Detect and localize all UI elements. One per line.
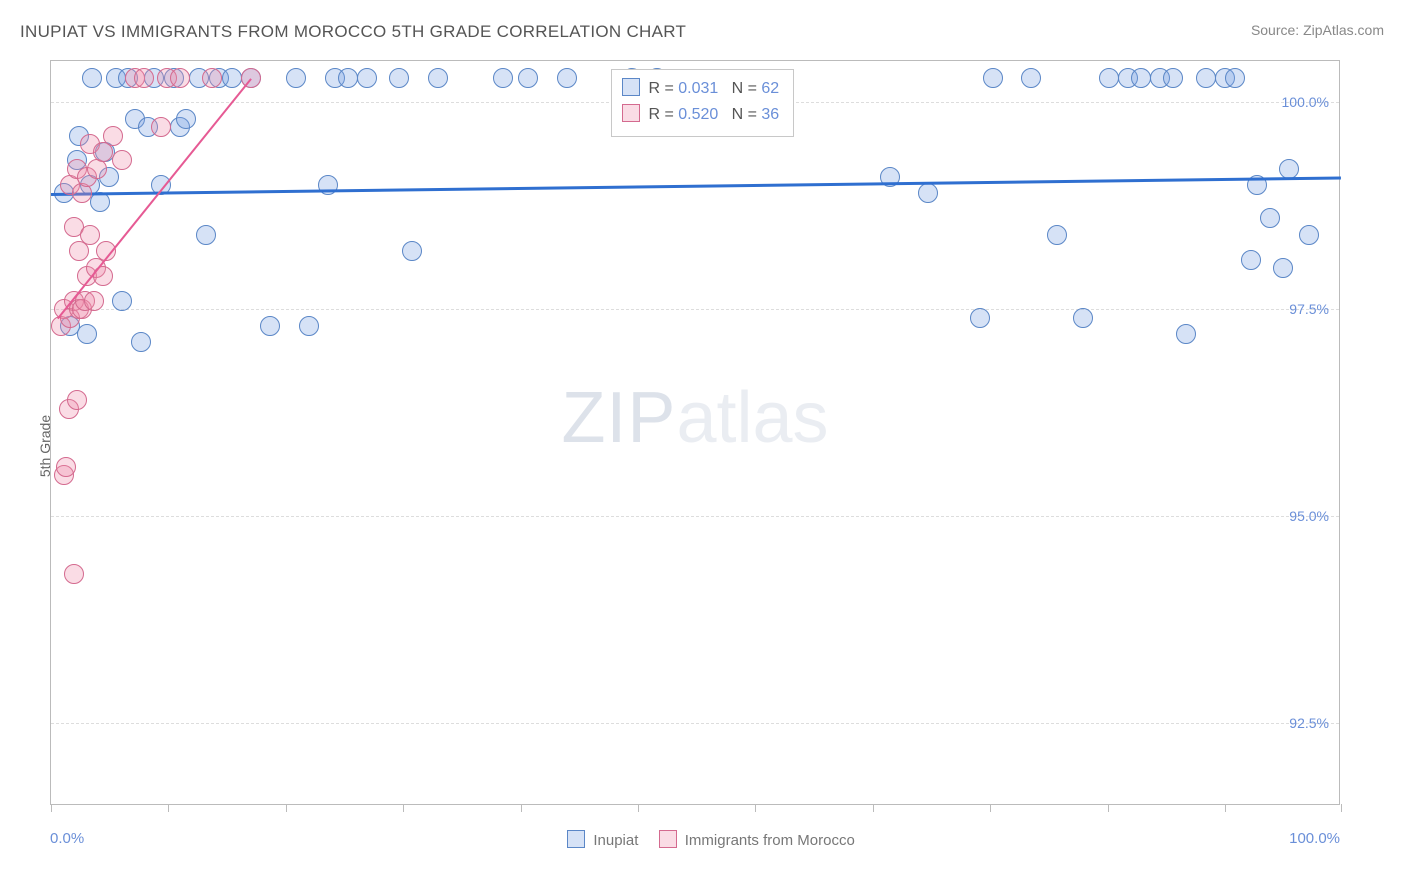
data-point (518, 68, 538, 88)
data-point (357, 68, 377, 88)
data-point (112, 291, 132, 311)
watermark-zip: ZIP (561, 378, 676, 458)
data-point (1299, 225, 1319, 245)
x-tick (990, 804, 991, 812)
x-tick (286, 804, 287, 812)
data-point (82, 68, 102, 88)
data-point (131, 332, 151, 352)
x-tick (51, 804, 52, 812)
legend-label-inupiat: Inupiat (593, 832, 638, 849)
gridline (51, 516, 1339, 517)
y-tick-label: 97.5% (1289, 301, 1329, 317)
legend-text: R = 0.520 N = 36 (644, 106, 779, 123)
x-tick (873, 804, 874, 812)
x-tick (1225, 804, 1226, 812)
legend-label-morocco: Immigrants from Morocco (685, 832, 855, 849)
legend-swatch-morocco (659, 830, 677, 848)
data-point (970, 308, 990, 328)
data-point (389, 68, 409, 88)
scatter-plot-area: ZIPatlas 92.5% 95.0% 97.5% 100.0% R = 0.031… (50, 60, 1340, 805)
data-point (1279, 159, 1299, 179)
data-point (1047, 225, 1067, 245)
x-tick (403, 804, 404, 812)
data-point (1131, 68, 1151, 88)
source-link[interactable]: ZipAtlas.com (1303, 22, 1384, 38)
data-point (151, 117, 171, 137)
data-point (1196, 68, 1216, 88)
data-point (1073, 308, 1093, 328)
x-tick (168, 804, 169, 812)
bottom-legend: Inupiat Immigrants from Morocco (0, 830, 1406, 849)
data-point (202, 68, 222, 88)
x-tick (521, 804, 522, 812)
x-tick (1108, 804, 1109, 812)
data-point (80, 225, 100, 245)
x-tick (638, 804, 639, 812)
legend-text: R = 0.031 N = 62 (644, 80, 779, 97)
data-point (1273, 258, 1293, 278)
legend-swatch (622, 78, 640, 96)
y-tick-label: 100.0% (1282, 94, 1329, 110)
source-credit: Source: ZipAtlas.com (1251, 22, 1384, 38)
y-tick-label: 92.5% (1289, 715, 1329, 731)
data-point (557, 68, 577, 88)
data-point (299, 316, 319, 336)
gridline (51, 309, 1339, 310)
data-point (134, 68, 154, 88)
data-point (918, 183, 938, 203)
data-point (338, 68, 358, 88)
correlation-legend: R = 0.031 N = 62 R = 0.520 N = 36 (611, 69, 794, 137)
data-point (260, 316, 280, 336)
y-tick-label: 95.0% (1289, 508, 1329, 524)
x-tick (755, 804, 756, 812)
data-point (196, 225, 216, 245)
data-point (176, 109, 196, 129)
data-point (84, 291, 104, 311)
data-point (428, 68, 448, 88)
legend-row: R = 0.031 N = 62 (622, 76, 779, 102)
legend-row: R = 0.520 N = 36 (622, 102, 779, 128)
data-point (112, 150, 132, 170)
data-point (1163, 68, 1183, 88)
data-point (1225, 68, 1245, 88)
data-point (56, 457, 76, 477)
data-point (493, 68, 513, 88)
data-point (402, 241, 422, 261)
source-prefix: Source: (1251, 22, 1303, 38)
data-point (67, 390, 87, 410)
watermark: ZIPatlas (561, 377, 828, 459)
data-point (1099, 68, 1119, 88)
data-point (170, 68, 190, 88)
data-point (983, 68, 1003, 88)
watermark-atlas: atlas (676, 378, 828, 458)
legend-swatch-inupiat (567, 830, 585, 848)
chart-title: INUPIAT VS IMMIGRANTS FROM MOROCCO 5TH G… (20, 22, 686, 42)
data-point (222, 68, 242, 88)
x-tick (1341, 804, 1342, 812)
gridline (51, 723, 1339, 724)
data-point (1021, 68, 1041, 88)
data-point (286, 68, 306, 88)
trend-line (51, 177, 1341, 197)
data-point (64, 564, 84, 584)
legend-swatch (622, 104, 640, 122)
data-point (1260, 208, 1280, 228)
data-point (1241, 250, 1261, 270)
data-point (77, 324, 97, 344)
data-point (1176, 324, 1196, 344)
data-point (103, 126, 123, 146)
